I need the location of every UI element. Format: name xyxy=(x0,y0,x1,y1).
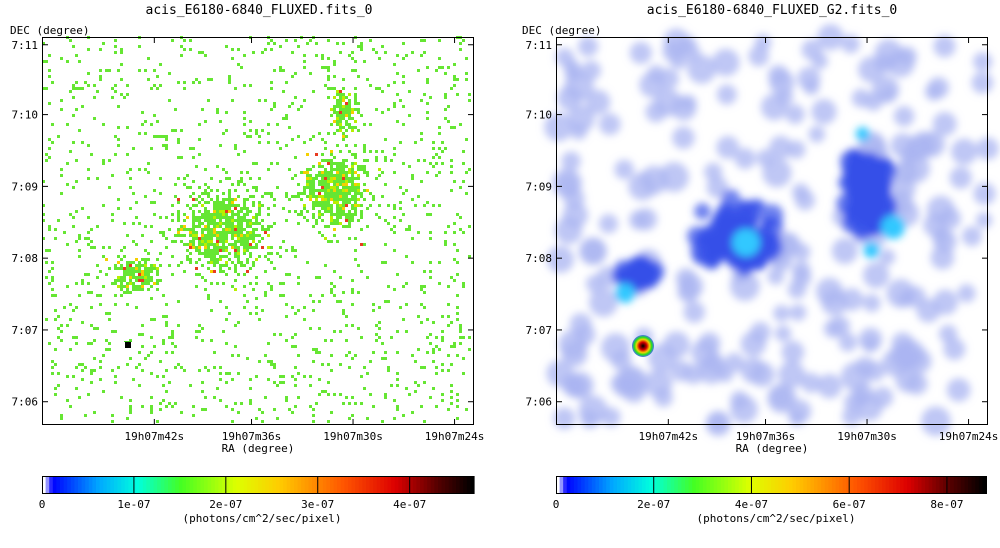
x-tick-label: 19h07m30s xyxy=(323,430,383,443)
x-tick-label: 19h07m30s xyxy=(837,430,897,443)
left-chart: acis_E6180-6840_FLUXED.fits_0 DEC (degre… xyxy=(10,3,485,525)
y-axis-label: DEC (degree) xyxy=(522,24,601,37)
x-tick-label: 19h07m42s xyxy=(639,430,699,443)
y-tick-label: 7:11 xyxy=(12,39,39,52)
smoothed-image xyxy=(544,24,999,437)
y-tick-label: 7:07 xyxy=(12,324,39,337)
colorbar: 0 2e-07 4e-07 6e-07 8e-07 xyxy=(553,476,987,511)
y-tick-label: 7:06 xyxy=(526,396,553,409)
colorbar-tick-label: 2e-07 xyxy=(209,498,242,511)
plot-area xyxy=(544,24,999,437)
chart-title: acis_E6180-6840_FLUXED.fits_0 xyxy=(146,3,373,18)
colorbar-label: (photons/cm^2/sec/pixel) xyxy=(183,512,342,525)
y-tick-label: 7:10 xyxy=(12,109,39,122)
x-tick-label: 19h07m36s xyxy=(736,430,796,443)
colorbar-tick-label: 3e-07 xyxy=(301,498,334,511)
colorbar-tick-label: 8e-07 xyxy=(930,498,963,511)
y-axis-label: DEC (degree) xyxy=(10,24,89,37)
colorbar-tick-label: 2e-07 xyxy=(637,498,670,511)
x-axis-label: RA (degree) xyxy=(736,442,809,455)
y-tick-label: 7:11 xyxy=(526,39,553,52)
colorbar-tick-label: 4e-07 xyxy=(735,498,768,511)
colorbar: 0 1e-07 2e-07 3e-07 4e-07 xyxy=(39,476,475,511)
x-tick-label: 19h07m36s xyxy=(222,430,282,443)
x-tick-label: 19h07m24s xyxy=(425,430,485,443)
y-tick-label: 7:10 xyxy=(526,109,553,122)
colorbar-tick-label: 0 xyxy=(553,498,560,511)
y-tick-label: 7:07 xyxy=(526,324,553,337)
colorbar-tick-label: 4e-07 xyxy=(393,498,426,511)
y-tick-label: 7:06 xyxy=(12,396,39,409)
x-axis-label: RA (degree) xyxy=(222,442,295,455)
plot-area xyxy=(42,36,474,425)
image-pixels xyxy=(42,36,471,423)
colorbar-tick-label: 1e-07 xyxy=(117,498,150,511)
y-tick-label: 7:09 xyxy=(12,180,39,193)
y-tick-label: 7:09 xyxy=(526,180,553,193)
y-tick-label: 7:08 xyxy=(526,252,553,265)
plot-frame xyxy=(42,37,474,425)
y-tick-label: 7:08 xyxy=(12,252,39,265)
chart-title: acis_E6180-6840_FLUXED_G2.fits_0 xyxy=(647,3,897,18)
colorbar-tick-label: 6e-07 xyxy=(833,498,866,511)
plot-frame xyxy=(556,37,988,425)
right-chart: acis_E6180-6840_FLUXED_G2.fits_0 DEC (de… xyxy=(522,3,999,525)
colorbar-tick-label: 0 xyxy=(39,498,46,511)
x-tick-label: 19h07m42s xyxy=(125,430,185,443)
colorbar-label: (photons/cm^2/sec/pixel) xyxy=(697,512,856,525)
x-tick-label: 19h07m24s xyxy=(939,430,999,443)
